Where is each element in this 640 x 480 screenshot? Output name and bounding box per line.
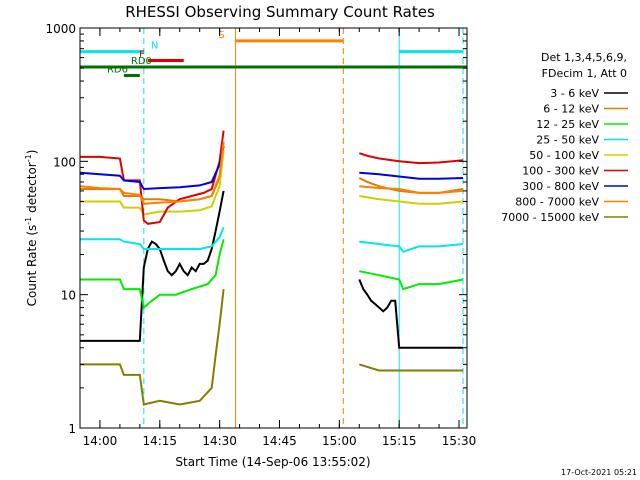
legend-label-6: 300 - 800 keV: [522, 180, 599, 193]
vertical-marker-lines: [80, 28, 464, 428]
series-line-1: [80, 141, 464, 203]
plot-frame: [79, 27, 468, 429]
legend-header-line-2: FDecim 1, Att 0: [542, 67, 627, 80]
series-line-0: [80, 190, 463, 349]
series-line-6: [80, 145, 464, 191]
legend-header-line-1: Det 1,3,4,5,6,9,: [541, 51, 627, 64]
legend-label-7: 800 - 7000 keV: [515, 196, 599, 209]
y-axis: 1 10 100 1000: [45, 22, 467, 436]
series-line-5: [80, 130, 464, 225]
x-tick-label-6: 15:30: [442, 434, 477, 448]
flag-label-4: S: [218, 30, 224, 41]
legend-label-3: 25 - 50 keV: [536, 134, 599, 147]
flag-label-0: N: [151, 41, 158, 52]
flag-label-2: RD0: [131, 56, 152, 67]
x-tick-label-3: 14:45: [262, 434, 297, 448]
series-line-3: [80, 226, 464, 253]
legend-label-2: 12 - 25 keV: [536, 118, 599, 131]
series-line-4: [80, 150, 464, 216]
flag-label-3: RD6: [107, 65, 128, 76]
legend-label-0: 3 - 6 keV: [550, 87, 599, 100]
x-axis: 14:00 14:15 14:30 14:45 15:00 15:15 15:30: [79, 28, 477, 448]
series-line-2: [80, 239, 464, 310]
series-line-7: [80, 141, 464, 205]
y-tick-label-2: 100: [53, 155, 76, 169]
x-axis-label: Start Time (14-Sep-06 13:55:02): [175, 455, 370, 469]
x-tick-label-2: 14:30: [202, 434, 237, 448]
chart-title: RHESSI Observing Summary Count Rates: [125, 3, 435, 21]
y-tick-label-0: 1: [68, 422, 76, 436]
flag-label-1: F: [139, 50, 145, 61]
y-tick-label-1: 10: [61, 289, 76, 303]
x-tick-label-4: 15:00: [322, 434, 357, 448]
legend-label-1: 6 - 12 keV: [543, 103, 599, 116]
y-tick-label-3: 1000: [45, 22, 76, 36]
x-tick-label-0: 14:00: [83, 434, 118, 448]
legend-label-5: 100 - 300 keV: [522, 165, 599, 178]
legend-label-8: 7000 - 15000 keV: [501, 211, 599, 224]
legend-label-4: 50 - 100 keV: [529, 149, 599, 162]
legend: Det 1,3,4,5,6,9, FDecim 1, Att 0 3 - 6 k…: [501, 51, 628, 224]
series-line-8: [80, 288, 463, 406]
y-axis-label: Count Rate (s-1 detector-1): [24, 150, 39, 307]
series-layer: [80, 130, 464, 406]
footer-date: 17-Oct-2021 05:21: [561, 468, 637, 477]
x-tick-label-1: 14:15: [142, 434, 177, 448]
x-tick-label-5: 15:15: [382, 434, 417, 448]
